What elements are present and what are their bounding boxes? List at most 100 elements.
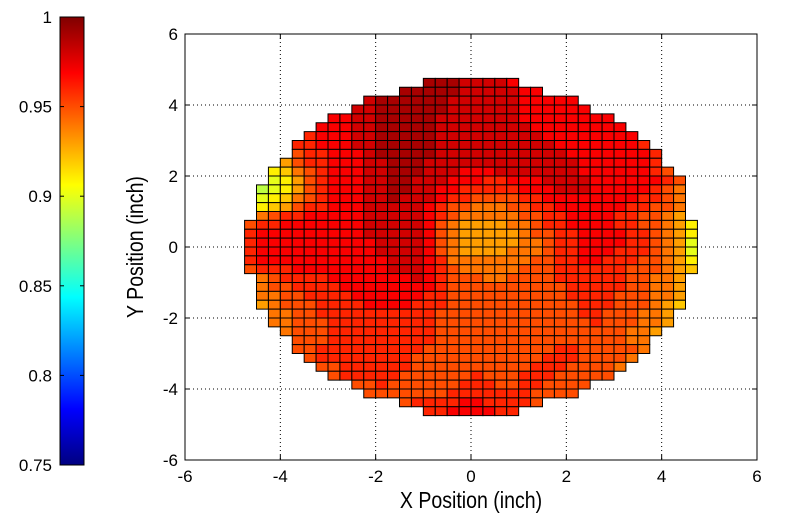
heatmap-cell (637, 246, 651, 257)
heatmap-cell (339, 113, 353, 124)
heatmap-cell (303, 140, 317, 150)
heatmap-cell (494, 388, 508, 399)
heatmap-cell (422, 77, 436, 88)
heatmap-cell (267, 299, 281, 310)
heatmap-cell (482, 104, 496, 115)
heatmap-cell (565, 237, 579, 248)
x-tick-label: 0 (466, 467, 475, 486)
heatmap-cell (327, 273, 341, 283)
heatmap-cell (589, 175, 603, 186)
heatmap-cell (506, 237, 520, 248)
heatmap-cell (553, 388, 567, 399)
heatmap-cell (470, 317, 484, 328)
heatmap-cell (470, 122, 484, 133)
y-tick-label: -6 (163, 451, 178, 470)
heatmap-cell (506, 95, 520, 106)
heatmap-cell (327, 175, 341, 186)
heatmap-cell (458, 228, 472, 239)
heatmap-cell (506, 290, 520, 301)
heatmap-cell (565, 175, 579, 186)
heatmap-cell (422, 228, 436, 239)
heatmap-cell (649, 237, 663, 248)
heatmap-cell (542, 255, 555, 266)
heatmap-cell (589, 202, 603, 212)
heatmap-cell (363, 211, 377, 221)
heatmap-cell (458, 131, 472, 141)
heatmap-cell (542, 140, 555, 150)
heatmap-cell (530, 166, 543, 177)
heatmap-cell (256, 193, 269, 204)
heatmap-cell (339, 219, 353, 230)
heatmap-cell (339, 308, 353, 319)
heatmap-cell (482, 406, 496, 417)
heatmap-cell (410, 290, 424, 301)
heatmap-cell (506, 202, 520, 212)
heatmap-cell (542, 202, 555, 212)
heatmap-cell (303, 202, 317, 212)
heatmap-cell (637, 326, 651, 337)
heatmap-cell (399, 335, 412, 346)
heatmap-cell (542, 211, 555, 221)
heatmap-cell (351, 184, 365, 195)
heatmap-cell (470, 95, 484, 106)
heatmap-cell (589, 326, 603, 337)
heatmap-cell (327, 122, 341, 133)
heatmap-cell (530, 344, 543, 354)
heatmap-cell (363, 273, 377, 283)
x-tick-label: 2 (562, 467, 571, 486)
heatmap-cell (625, 273, 639, 283)
heatmap-cell (494, 237, 508, 248)
heatmap-cell (542, 264, 555, 275)
heatmap-cell (601, 113, 615, 124)
heatmap-cell (542, 157, 555, 168)
heatmap-cell (315, 219, 329, 230)
heatmap-cell (542, 290, 555, 301)
heatmap-cell (518, 379, 532, 390)
heatmap-cell (387, 353, 401, 363)
heatmap-cell (422, 290, 436, 301)
heatmap-cell (553, 148, 567, 159)
heatmap-cell (649, 202, 663, 212)
heatmap-cell (625, 202, 639, 212)
heatmap-cell (553, 131, 567, 141)
heatmap-cell (410, 104, 424, 115)
heatmap-cell (542, 379, 555, 390)
heatmap-cell (673, 290, 686, 301)
heatmap-cell (327, 370, 341, 381)
heatmap-cell (375, 122, 389, 133)
heatmap-cell (399, 282, 412, 292)
heatmap-cell (387, 255, 401, 266)
heatmap-cell (542, 388, 555, 399)
heatmap-cell (625, 211, 639, 221)
heatmap-cell (327, 246, 341, 257)
heatmap-cell (530, 104, 543, 115)
colorbar-tick-label: 1 (43, 8, 52, 27)
heatmap-cell (518, 344, 532, 354)
heatmap-cell (375, 193, 389, 204)
heatmap-cell (387, 282, 401, 292)
heatmap-cell (458, 95, 472, 106)
heatmap-cell (363, 113, 377, 124)
heatmap-cell (339, 148, 353, 159)
heatmap-cell (279, 202, 293, 212)
heatmap-cell (494, 122, 508, 133)
heatmap-cell (446, 122, 460, 133)
heatmap-cell (446, 148, 460, 159)
heatmap-cell (351, 148, 365, 159)
heatmap-cell (339, 175, 353, 186)
heatmap-cell (625, 255, 639, 266)
heatmap-cell (279, 326, 293, 337)
heatmap-cell (494, 211, 508, 221)
heatmap-cell (446, 406, 460, 417)
heatmap-cell (422, 379, 436, 390)
heatmap-cell (387, 184, 401, 195)
heatmap-cell (470, 202, 484, 212)
heatmap-cell (530, 202, 543, 212)
heatmap-cell (577, 326, 591, 337)
heatmap-cell (518, 282, 532, 292)
heatmap-cell (661, 193, 675, 204)
heatmap-cell (494, 308, 508, 319)
heatmap-cell (506, 184, 520, 195)
heatmap-cell (482, 77, 496, 88)
heatmap-cell (506, 157, 520, 168)
